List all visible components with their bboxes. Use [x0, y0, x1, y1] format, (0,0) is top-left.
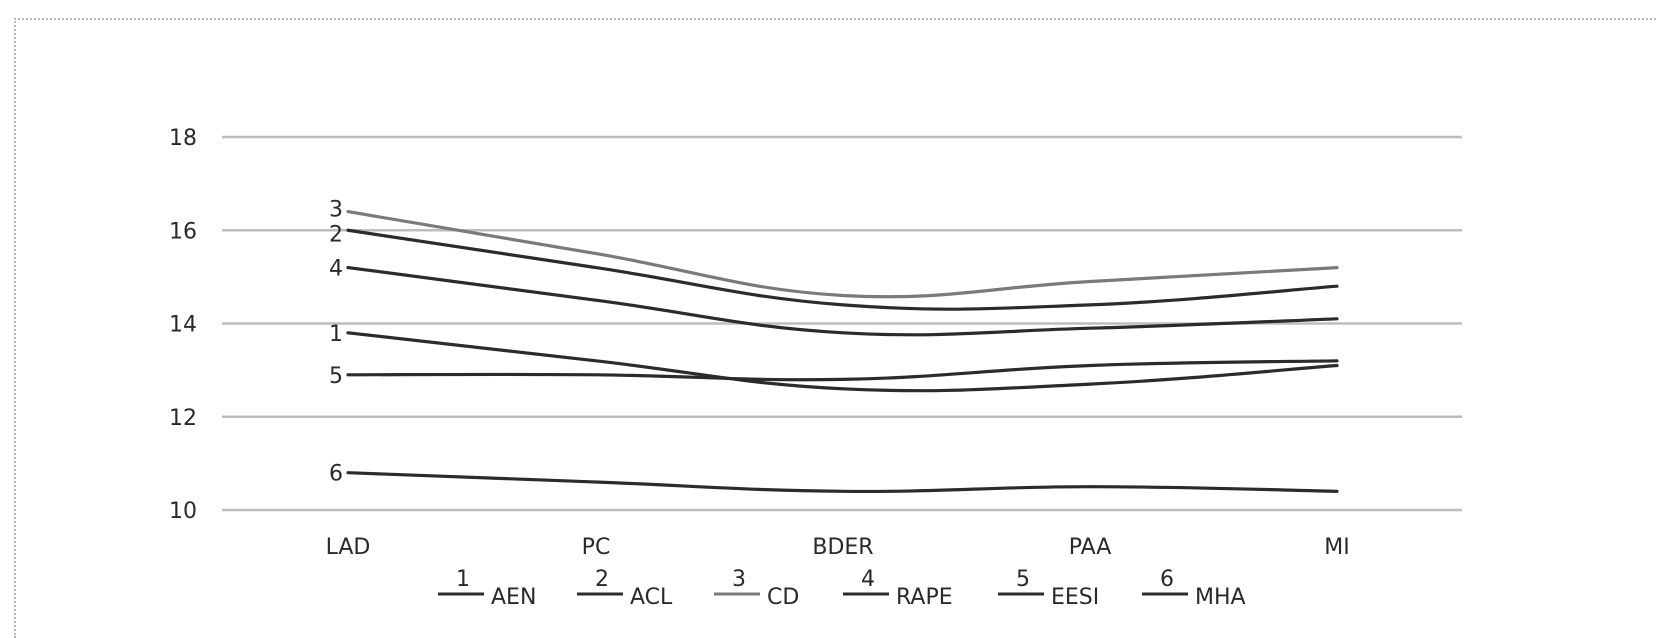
- x-tick-label: LAD: [326, 535, 371, 560]
- legend-marker: 6: [1160, 567, 1174, 592]
- x-tick-label: PAA: [1069, 535, 1112, 560]
- legend-item-acl: 2 ACL: [577, 567, 673, 610]
- legend-marker: 3: [732, 567, 746, 592]
- series-marker-label: 3: [329, 198, 343, 223]
- series-marker-label: 1: [329, 322, 343, 347]
- x-tick-label: PC: [582, 535, 611, 560]
- series-marker-label: 6: [329, 462, 343, 487]
- series-marker-label: 5: [329, 364, 343, 389]
- series-marker-label: 4: [329, 257, 343, 282]
- series-line-acl: [346, 228, 1339, 311]
- x-tick-label: MI: [1324, 535, 1349, 560]
- series-line-eesi: [346, 359, 1339, 382]
- legend-item-aen: 1 AEN: [438, 567, 536, 610]
- legend-item-cd: 3 CD: [714, 567, 799, 610]
- x-tick-label: BDER: [812, 535, 873, 560]
- legend-item-rape: 4 RAPE: [843, 567, 953, 610]
- series-line-rape: [346, 265, 1339, 337]
- y-tick-label: 16: [169, 219, 197, 244]
- series-lines: [346, 210, 1339, 494]
- x-axis-tick-labels: LAD PC BDER PAA MI: [326, 535, 1350, 560]
- legend-marker: 2: [595, 567, 609, 592]
- legend-label: MHA: [1195, 585, 1246, 610]
- series-line-aen: [346, 331, 1339, 393]
- series-line-mha: [346, 471, 1339, 494]
- legend-label: EESI: [1051, 585, 1099, 610]
- legend-marker: 4: [861, 567, 875, 592]
- series-marker-label: 2: [329, 222, 343, 247]
- legend-marker: 1: [456, 567, 470, 592]
- legend-label: ACL: [630, 585, 673, 610]
- y-tick-label: 18: [169, 126, 197, 151]
- legend-item-mha: 6 MHA: [1142, 567, 1246, 610]
- y-axis-tick-labels: 10 12 14 16 18: [169, 126, 197, 524]
- gridlines: [222, 135, 1462, 512]
- legend-label: CD: [767, 585, 799, 610]
- series-line-cd: [346, 210, 1339, 299]
- y-tick-label: 10: [169, 499, 197, 524]
- legend-label: AEN: [491, 585, 536, 610]
- y-tick-label: 12: [169, 406, 197, 431]
- chart-frame: [14, 18, 1658, 638]
- legend-label: RAPE: [896, 585, 953, 610]
- legend: 1 AEN 2 ACL 3 CD 4 RAPE 5 EESI 6 MHA: [438, 567, 1246, 610]
- legend-item-eesi: 5 EESI: [998, 567, 1099, 610]
- y-tick-label: 14: [169, 313, 197, 338]
- legend-marker: 5: [1016, 567, 1030, 592]
